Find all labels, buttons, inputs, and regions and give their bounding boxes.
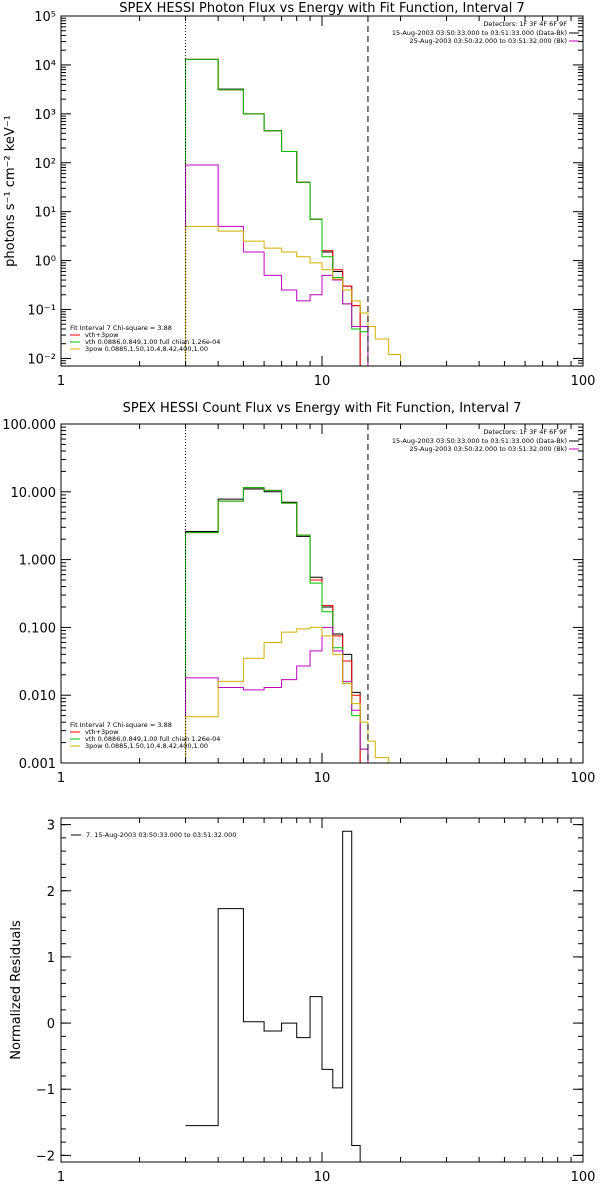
- y-axis-label: photons s⁻¹ cm⁻² keV⁻¹: [3, 115, 18, 267]
- x-tick-label: 1: [57, 771, 65, 786]
- series-1-histogram: [185, 487, 361, 763]
- y-tick-label: 1.000: [19, 554, 56, 569]
- y-axis-label: Normalized Residuals: [9, 920, 24, 1060]
- y-tick-label: 0.100: [19, 621, 56, 636]
- y-tick-label: 100.000: [2, 418, 56, 433]
- legend-fit-title: Fit Interval 7 Chi-square = 3.88: [70, 721, 172, 729]
- legend-entry-text: 25-Aug-2003 03:50:32.000 to 03:51:32.000…: [410, 445, 567, 453]
- x-tick-label: 1: [57, 374, 65, 389]
- plot-area: [185, 830, 361, 1162]
- y-tick-label: 0: [47, 1017, 55, 1032]
- legend-detectors: Detectors: 1F 3F 4F 6F 9F: [483, 20, 567, 28]
- x-tick-label: 10: [314, 771, 331, 786]
- y-tick-label: 0.001: [19, 757, 56, 772]
- y-tick-label: 0.010: [19, 689, 56, 704]
- legend-entry-text: vth+3pow: [85, 728, 119, 736]
- series-1-histogram: [185, 58, 361, 366]
- legend-entry-text: 3pow 0.0885,1.50,10.4,8.42,400,1.00: [85, 742, 208, 750]
- x-tick-label: 100: [571, 1170, 596, 1185]
- chart-panel-1: SPEX HESSI Photon Flux vs Energy with Fi…: [3, 1, 595, 389]
- plot-frame: [60, 15, 584, 367]
- y-tick-label: 10⁴: [34, 59, 56, 74]
- chart-title: SPEX HESSI Count Flux vs Energy with Fit…: [123, 401, 522, 416]
- y-tick-label: 3: [47, 819, 55, 834]
- series-0-histogram: [185, 488, 361, 763]
- y-tick-label: 10⁰: [34, 255, 56, 270]
- x-tick-label: 100: [571, 374, 596, 389]
- legend-entry-text: vth+3pow: [85, 331, 119, 339]
- legend-entry-text: vth 0.0886,0.849,1.00 full chian 1.26e-0…: [85, 735, 220, 743]
- series-2-histogram: [185, 487, 369, 763]
- y-tick-label: 10²: [34, 157, 56, 172]
- y-tick-label: 10⁻¹: [27, 304, 56, 319]
- y-tick-label: 10⁻²: [27, 352, 56, 367]
- x-tick-label: 10: [314, 1170, 331, 1185]
- y-tick-label: 10⁵: [34, 10, 56, 25]
- x-tick-label: 100: [571, 771, 596, 786]
- legend-entry-text: vth 0.0886,0.849,1.00 full chian 1.26e-0…: [85, 338, 220, 346]
- x-tick-label: 1: [57, 1170, 65, 1185]
- series-3-histogram: [185, 626, 369, 763]
- legend-entry-text: 25-Aug-2003 03:50:32.000 to 03:51:32.000…: [410, 37, 567, 45]
- y-tick-label: 10.000: [11, 486, 57, 501]
- series-0-histogram: [185, 830, 361, 1162]
- y-tick-label: −1: [36, 1083, 55, 1098]
- y-tick-label: 2: [47, 885, 55, 900]
- y-tick-label: −2: [36, 1149, 55, 1164]
- legend-entry-text: 7. 15-Aug-2003 03:50:33.000 to 03:51:32.…: [86, 831, 236, 839]
- plot-area: [185, 487, 390, 763]
- series-0-histogram: [185, 58, 361, 366]
- plot-frame: [60, 817, 584, 1163]
- series-2-histogram: [185, 58, 376, 366]
- y-tick-label: 10³: [34, 108, 56, 123]
- x-tick-label: 10: [314, 374, 331, 389]
- legend-entry-text: 15-Aug-2003 03:50:33.000 to 03:51:33.000…: [392, 437, 567, 445]
- legend-detectors: Detectors: 1F 3F 4F 6F 9F: [483, 428, 567, 436]
- plot-frame: [60, 423, 584, 764]
- legend-entry-text: 3pow 0.0885,1.50,10.4,8.42,400,1.00: [85, 345, 208, 353]
- series-4-histogram: [185, 225, 412, 366]
- chart-panel-2: SPEX HESSI Count Flux vs Energy with Fit…: [2, 401, 595, 786]
- chart-panel-3: 1 10 100 −2 −1 0 1 2 3 Normalized Residuals 7. 15-…: [9, 817, 596, 1185]
- y-tick-label: 1: [47, 951, 55, 966]
- y-tick-label: 10¹: [34, 206, 56, 221]
- plot-area: [185, 58, 412, 366]
- legend-fit-title: Fit Interval 7 Chi-square = 3.88: [70, 324, 172, 332]
- legend-entry-text: 15-Aug-2003 03:50:33.000 to 03:51:33.000…: [392, 29, 567, 37]
- chart-title: SPEX HESSI Photon Flux vs Energy with Fi…: [119, 1, 525, 16]
